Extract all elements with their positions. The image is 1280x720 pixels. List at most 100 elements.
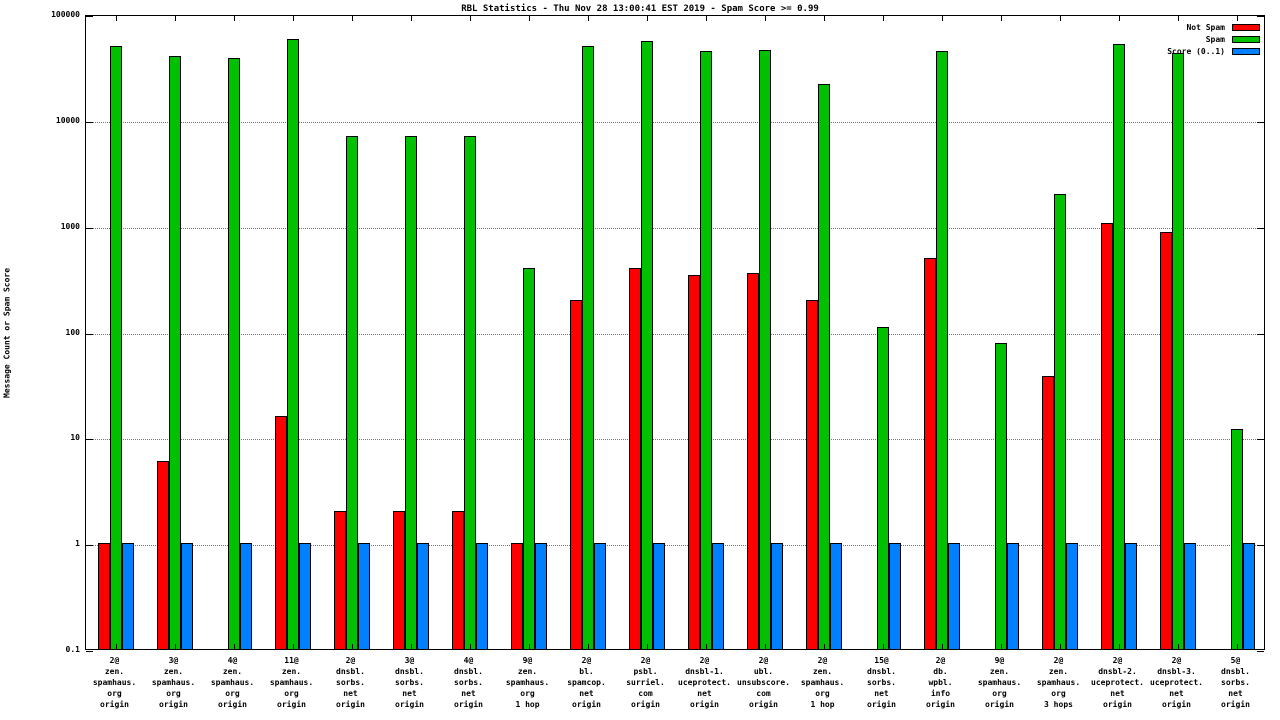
x-tick-mark: [352, 16, 353, 21]
y-tick-mark: [86, 545, 93, 546]
gridline: [86, 122, 1264, 123]
x-category-label-line: net: [1169, 689, 1184, 698]
x-category-label-line: origin: [690, 700, 719, 709]
x-tick-mark: [470, 644, 471, 649]
bar-score-0-1-: [1066, 543, 1078, 649]
bar-not-spam: [629, 268, 641, 649]
y-tick-mark: [86, 651, 93, 652]
x-category-label: 2@ zen. spamhaus. org 3 hops: [1029, 655, 1088, 710]
legend-item: Spam: [1167, 35, 1260, 44]
x-tick-mark: [175, 16, 176, 21]
y-tick-mark: [1257, 651, 1264, 652]
y-tick-mark: [1257, 228, 1264, 229]
y-tick-mark: [86, 122, 93, 123]
x-category-label-line: unsubscore.: [737, 678, 790, 687]
x-tick-mark: [765, 644, 766, 649]
x-category-label-line: zen.: [281, 667, 302, 676]
x-tick-mark: [588, 16, 589, 21]
plot-area: Not Spam Spam Score (0..1): [85, 15, 1265, 652]
x-category-label-line: origin: [395, 700, 424, 709]
bar-spam: [641, 41, 653, 649]
x-category-label-line: com: [756, 689, 771, 698]
bar-spam: [1113, 44, 1125, 649]
bar-score-0-1-: [240, 543, 252, 649]
x-tick-mark: [116, 644, 117, 649]
y-tick-mark: [86, 439, 93, 440]
bar-not-spam: [688, 275, 700, 649]
legend-swatch: [1232, 36, 1260, 43]
gridline: [86, 439, 1264, 440]
x-category-label-line: spamhaus.: [505, 678, 550, 687]
y-tick-mark: [86, 334, 93, 335]
x-tick-mark: [1178, 644, 1179, 649]
bar-spam: [464, 136, 476, 649]
x-category-label-line: 3@: [168, 656, 179, 665]
x-category-labels: 2@ zen. spamhaus. org origin 3@ zen. spamhaus. o…: [85, 655, 1265, 715]
bar-spam: [1231, 429, 1243, 649]
x-tick-mark: [234, 644, 235, 649]
x-category-label-line: dnsbl-3.: [1157, 667, 1196, 676]
bar-not-spam: [157, 461, 169, 649]
x-category-label-line: spamhaus.: [210, 678, 255, 687]
bar-score-0-1-: [653, 543, 665, 649]
x-category-label: 2@ dnsbl. sorbs. net origin: [321, 655, 380, 710]
x-tick-mark: [411, 16, 412, 21]
y-tick-label: 10000: [55, 115, 80, 125]
x-tick-mark: [411, 644, 412, 649]
x-tick-mark: [1178, 16, 1179, 21]
x-category-label-line: origin: [926, 700, 955, 709]
x-category-label-line: 3@: [404, 656, 415, 665]
legend: Not Spam Spam Score (0..1): [1167, 23, 1260, 59]
x-tick-mark: [942, 644, 943, 649]
x-category-label-line: wpbl.: [928, 678, 953, 687]
bar-not-spam: [747, 273, 759, 649]
x-category-label-line: zen.: [1048, 667, 1069, 676]
x-category-label-line: 2@: [758, 656, 769, 665]
x-category-label-line: surriel.: [626, 678, 665, 687]
x-category-label: 2@ dnsbl-2. uceprotect. net origin: [1088, 655, 1147, 710]
x-category-label-line: dnsbl.: [454, 667, 483, 676]
bar-not-spam: [275, 416, 287, 649]
x-category-label: 3@ dnsbl. sorbs. net origin: [380, 655, 439, 710]
bar-not-spam: [1042, 376, 1054, 649]
x-tick-mark: [706, 16, 707, 21]
x-category-label-line: zen.: [163, 667, 184, 676]
x-category-label-line: zen.: [989, 667, 1010, 676]
x-category-label-line: sorbs.: [867, 678, 896, 687]
x-category-label-line: uceprotect.: [1091, 678, 1144, 687]
bar-score-0-1-: [1243, 543, 1255, 649]
bar-spam: [169, 56, 181, 649]
y-tick-label: 10: [70, 433, 80, 443]
x-category-label-line: 4@: [227, 656, 238, 665]
x-tick-mark: [824, 16, 825, 21]
x-category-label: 2@ dnsbl-1. uceprotect. net origin: [675, 655, 734, 710]
legend-item: Score (0..1): [1167, 47, 1260, 56]
x-category-label-line: 9@: [994, 656, 1005, 665]
x-category-label-line: net: [579, 689, 594, 698]
bar-spam: [700, 51, 712, 649]
bar-not-spam: [334, 511, 346, 649]
bar-not-spam: [511, 543, 523, 649]
gridline: [86, 545, 1264, 546]
bar-score-0-1-: [771, 543, 783, 649]
x-category-label-line: origin: [631, 700, 660, 709]
x-category-label: 4@ dnsbl. sorbs. net origin: [439, 655, 498, 710]
bar-spam: [228, 58, 240, 649]
x-category-label-line: spamhaus.: [800, 678, 845, 687]
bar-spam: [818, 84, 830, 649]
x-category-label-line: 3 hops: [1044, 700, 1073, 709]
x-category-label-line: spamhaus.: [1036, 678, 1081, 687]
x-category-label: 5@ dnsbl. sorbs. net origin: [1206, 655, 1265, 710]
x-category-label-line: dnsbl-1.: [685, 667, 724, 676]
x-tick-mark: [293, 644, 294, 649]
x-category-label-line: origin: [867, 700, 896, 709]
x-category-label-line: 2@: [345, 656, 356, 665]
legend-label: Not Spam: [1186, 23, 1225, 32]
x-category-label: 2@ ubl. unsubscore. com origin: [734, 655, 793, 710]
y-tick-label: 100: [65, 327, 80, 337]
x-tick-mark: [1001, 644, 1002, 649]
x-category-label-line: 15@: [874, 656, 889, 665]
y-tick-mark: [1257, 334, 1264, 335]
x-category-label-line: 2@: [1053, 656, 1064, 665]
x-category-label: 4@ zen. spamhaus. org origin: [203, 655, 262, 710]
